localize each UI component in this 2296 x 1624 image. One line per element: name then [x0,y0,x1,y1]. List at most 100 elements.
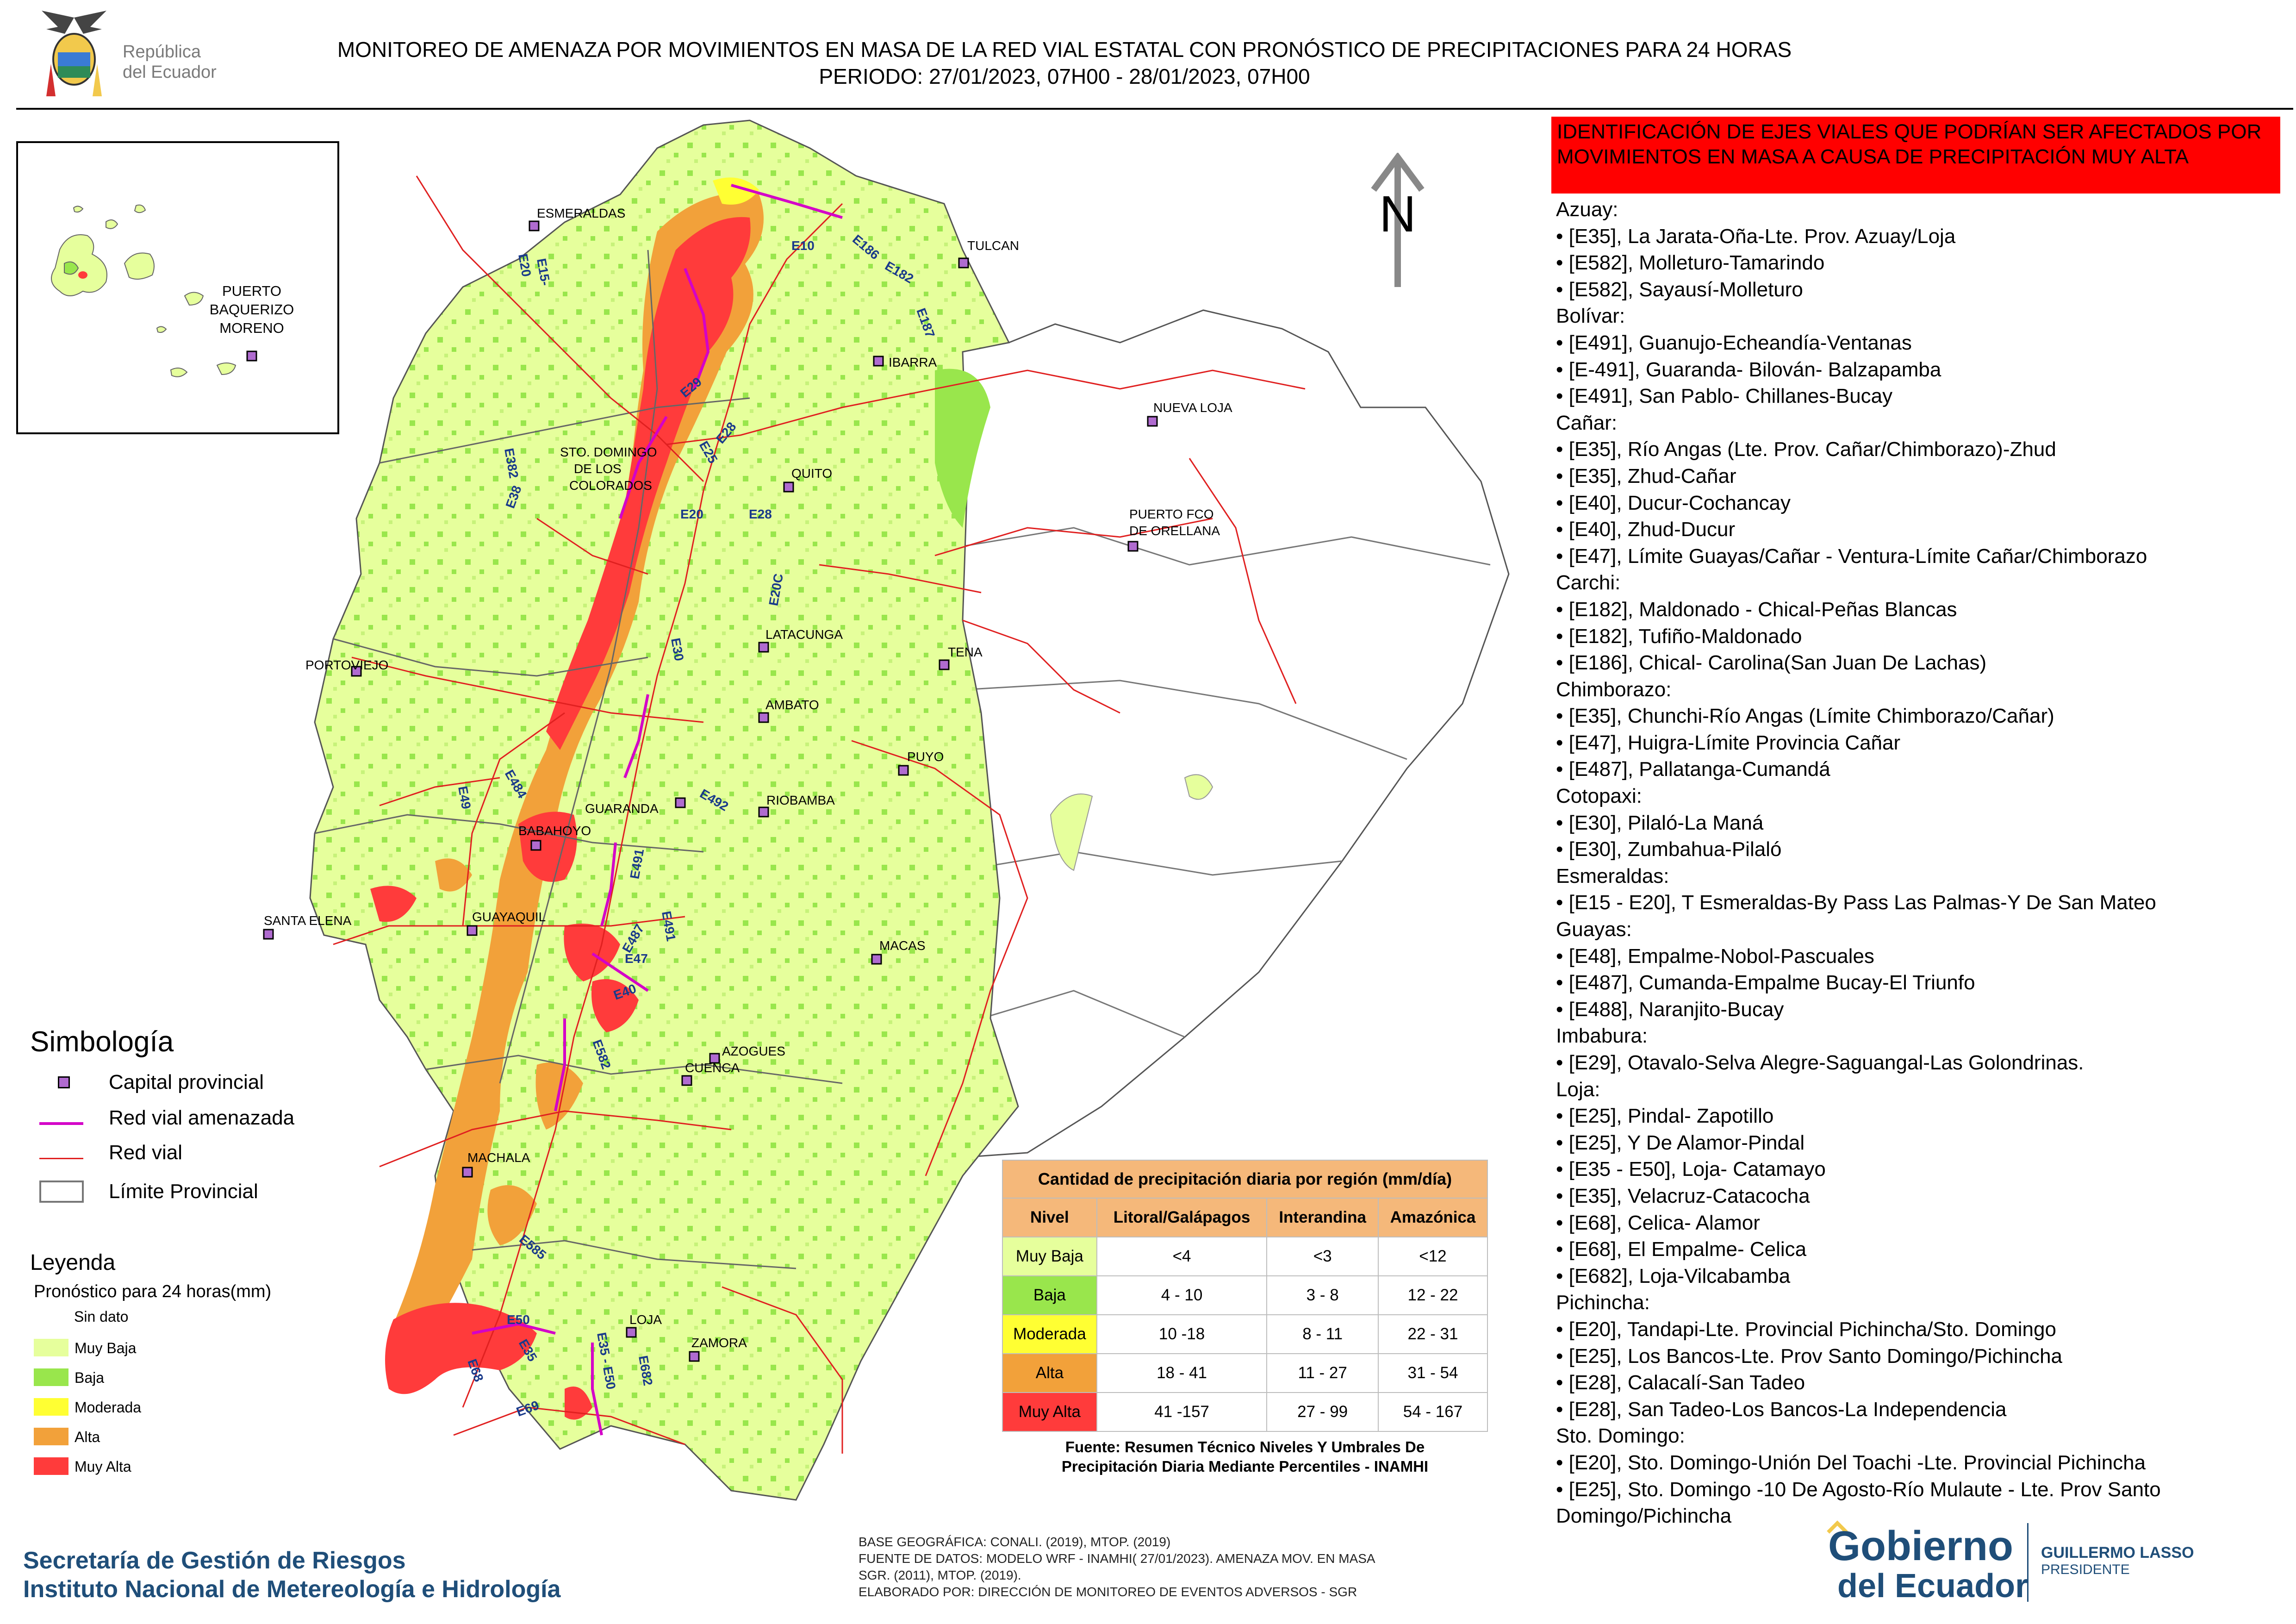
table-row: Baja 4 - 10 3 - 8 12 - 22 [1002,1275,1488,1315]
svg-text:MACAS: MACAS [879,938,926,953]
province-limits [962,527,1491,1038]
table-cell-level: Moderada [1002,1314,1097,1354]
footer-institution-1: Secretaría de Gestión de Riesgos [23,1547,406,1574]
affected-road-item: • [E20], Sto. Domingo-Unión Del Toachi -… [1556,1451,2146,1474]
city-latacunga: LATACUNGA [758,627,843,653]
svg-text:LOJA: LOJA [629,1312,662,1327]
road-network [333,175,1306,1454]
table-header: Amazónica [1377,1198,1488,1237]
svg-text:E50: E50 [507,1312,530,1327]
city-markers: ESMERALDAS TULCAN IBARRA NUEVA LOJA STO.… [263,206,1232,1362]
logo-text-line1: República [123,42,201,62]
legend-label: Baja [75,1369,105,1386]
table-cell: 22 - 31 [1377,1314,1488,1354]
legend-swatch [34,1457,68,1475]
affected-road-item: • [E35 - E50], Loja- Catamayo [1556,1158,1826,1181]
panel-header: IDENTIFICACIÓN DE EJES VIALES QUE PODRÍA… [1551,117,2280,194]
province-limits-west [314,250,843,1269]
city-puerto-orellana: PUERTO FCO DE ORELLANA [1127,507,1220,552]
table-cell: 3 - 8 [1266,1275,1379,1315]
symbology-item-road: Red vial [39,1141,182,1164]
legend-label: Moderada [75,1399,142,1416]
capital-marker-icon [58,1076,70,1088]
coat-of-arms-icon [42,11,106,96]
affected-road-item: • [E35], Velacruz-Catacocha [1556,1184,1810,1207]
svg-text:TENA: TENA [948,645,983,659]
province-heading: Pichincha: [1556,1291,1650,1314]
legend-item-sin-dato: Sin dato [30,1304,400,1333]
north-label: N [1379,186,1416,243]
symbology-label: Capital provincial [109,1071,264,1093]
legend-label: Alta [75,1429,100,1445]
affected-road-item: • [E35], La Jarata-Oña-Lte. Prov. Azuay/… [1556,225,1956,248]
city-ambato: AMBATO [758,698,819,723]
city-loja: LOJA [626,1312,662,1338]
footer-institutions: Secretaría de Gestión de Riesgos Institu… [23,1546,560,1604]
affected-road-item: • [E25], Sto. Domingo -10 De Agosto-Río … [1556,1478,2161,1528]
province-heading: Cañar: [1556,411,1618,434]
affected-road-item: • [E582], Molleturo-Tamarindo [1556,251,1825,275]
affected-road-item: • [E48], Empalme-Nobol-Pascuales [1556,944,1874,968]
city-guaranda: GUARANDA [585,797,686,816]
table-header: Litoral/Galápagos [1096,1198,1268,1237]
svg-text:DE ORELLANA: DE ORELLANA [1129,524,1220,538]
table-cell-level: Alta [1002,1353,1097,1393]
table-caption: Cantidad de precipitación diaria por reg… [1002,1160,1488,1199]
symbology-item-capital: Capital provincial [39,1071,264,1093]
legend-item-moderada: Moderada [30,1393,400,1422]
affected-road-item: • [E20], Tandapi-Lte. Provincial Pichinc… [1556,1318,2056,1341]
svg-text:SANTA ELENA: SANTA ELENA [264,913,352,928]
city-guayaquil: GUAYAQUIL [467,910,546,936]
legend-label: Sin dato [74,1308,129,1325]
city-macas: MACAS [871,938,926,965]
table-cell: <12 [1377,1237,1488,1276]
affected-road-item: • [E28], Calacalí-San Tadeo [1556,1371,1805,1394]
svg-text:GUAYAQUIL: GUAYAQUIL [472,910,546,924]
capital-marker-icon [246,350,257,362]
affected-road-item: • [E30], Pilaló-La Maná [1556,811,1764,834]
table-cell-level: Baja [1002,1275,1097,1315]
legend-label: Muy Baja [75,1340,137,1356]
affected-road-item: • [E68], El Empalme- Celica [1556,1238,1807,1261]
north-arrow-icon: N [1371,152,1425,287]
threatened-roads [472,184,843,1436]
ecuador-map: ESMERALDAS TULCAN IBARRA NUEVA LOJA STO.… [263,119,1510,1501]
city-tulcan: TULCAN [958,238,1019,269]
footer-source-line: FUENTE DE DATOS: MODELO WRF - INAMHI( 27… [859,1551,1375,1566]
affected-road-item: • [E35], Chunchi-Río Angas (Límite Chimb… [1556,705,2054,728]
legend-label: Muy Alta [75,1458,131,1475]
legend-swatch [34,1398,68,1416]
footer-source-line: BASE GEOGRÁFICA: CONALI. (2019), MTOP. (… [859,1535,1171,1549]
header-divider [16,108,2293,110]
symbology-item-threatened-road: Red vial amenazada [39,1106,294,1129]
legend-swatch [34,1339,68,1356]
svg-text:E10: E10 [791,238,815,253]
svg-text:NUEVA LOJA: NUEVA LOJA [1153,400,1232,415]
svg-text:RIOBAMBA: RIOBAMBA [766,793,835,807]
table-header: Nivel [1002,1198,1097,1237]
legend-item-alta: Alta [30,1422,400,1452]
affected-road-item: • [E186], Chical- Carolina(San Juan De L… [1556,651,1987,675]
galapagos-inset: PUERTO BAQUERIZO MORENO [16,141,339,434]
page-title: MONITOREO DE AMENAZA POR MOVIMIENTOS EN … [278,36,1851,90]
city-azogues: AZOGUES [709,1044,785,1064]
province-heading: Carchi: [1556,571,1621,594]
province-limit-icon [39,1181,84,1203]
symbology-item-province-limit: Límite Provincial [39,1180,258,1203]
svg-text:LATACUNGA: LATACUNGA [765,627,843,642]
symbology-title: Simbología [30,1026,174,1058]
table-cell-level: Muy Alta [1002,1392,1097,1432]
table-row: Muy Alta 41 -157 27 - 99 54 - 167 [1002,1392,1488,1432]
precipitation-table: Cantidad de precipitación diaria por reg… [1002,1160,1488,1432]
affected-road-item: • [E488], Naranjito-Bucay [1556,998,1784,1021]
province-heading: Cotopaxi: [1556,785,1642,808]
symbology-label: Red vial [109,1141,182,1164]
precipitation-bands [370,177,1213,1420]
province-heading: Esmeraldas: [1556,864,1669,887]
title-line2: PERIODO: 27/01/2023, 07H00 - 28/01/2023,… [819,64,1310,88]
svg-text:DE LOS: DE LOS [574,462,622,476]
table-cell: <4 [1096,1237,1268,1276]
table-source: Fuente: Resumen Técnico Niveles Y Umbral… [1000,1437,1490,1476]
affected-road-item: • [E47], Huigra-Límite Provincia Cañar [1556,731,1901,754]
province-heading: Azuay: [1556,198,1618,221]
